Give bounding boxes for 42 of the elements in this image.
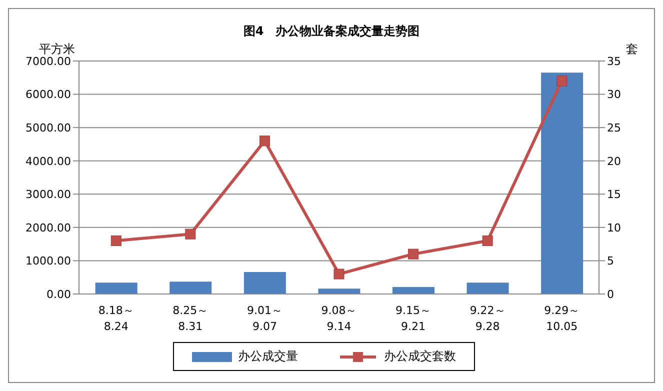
- y-tick-label: 4000.00: [26, 154, 71, 168]
- point: [556, 76, 568, 86]
- x-tick-label: 9.08～ 9.14: [321, 304, 357, 333]
- y2-tick-label: 25: [607, 121, 621, 134]
- y2-tick-label: 5: [607, 254, 614, 268]
- bar: [244, 272, 286, 294]
- bar: [318, 288, 360, 294]
- point: [334, 268, 344, 280]
- y2-tick-label: 30: [607, 88, 621, 102]
- bar: [392, 287, 434, 294]
- x-tick-label: 9.01～ 9.07: [246, 304, 282, 333]
- point: [185, 228, 196, 240]
- x-tick-label: 9.15～ 9.21: [396, 304, 432, 333]
- x-tick-label: 9.29～ 10.05: [544, 304, 580, 333]
- y2-tick-label: 35: [607, 54, 621, 68]
- x-tick-label: 8.25～ 8.31: [172, 304, 208, 333]
- y2-tick-label: 15: [607, 188, 621, 202]
- bar: [170, 282, 212, 294]
- y-tick-label: 6000.00: [26, 88, 71, 102]
- x-tick-label: 8.18～ 8.24: [98, 304, 134, 333]
- y-tick-label: 3000.00: [26, 188, 71, 202]
- y2-axis-title: 套: [626, 41, 638, 58]
- y-tick-label: 0.00: [46, 288, 71, 301]
- point: [110, 235, 122, 246]
- y2-tick-label: 0: [607, 288, 614, 301]
- point: [408, 248, 419, 260]
- point: [259, 136, 270, 146]
- y2-tick-label: 10: [607, 221, 621, 234]
- legend-label: 办公成交量: [237, 348, 298, 365]
- bar: [541, 72, 584, 294]
- point: [482, 235, 493, 246]
- y-axis-title: 平方米: [39, 41, 75, 56]
- y-tick-label: 7000.00: [26, 54, 71, 68]
- y-tick-label: 2000.00: [26, 221, 71, 234]
- y2-tick-label: 20: [607, 154, 621, 168]
- x-tick-label: 9.22～ 9.28: [470, 304, 506, 333]
- legend-label: 办公成交套数: [383, 348, 456, 365]
- chart-title: 图4 办公物业备案成交量走势图: [242, 23, 421, 40]
- bar: [466, 282, 509, 294]
- y-tick-label: 5000.00: [26, 121, 71, 134]
- bar: [95, 282, 138, 294]
- y-tick-label: 1000.00: [26, 254, 71, 268]
